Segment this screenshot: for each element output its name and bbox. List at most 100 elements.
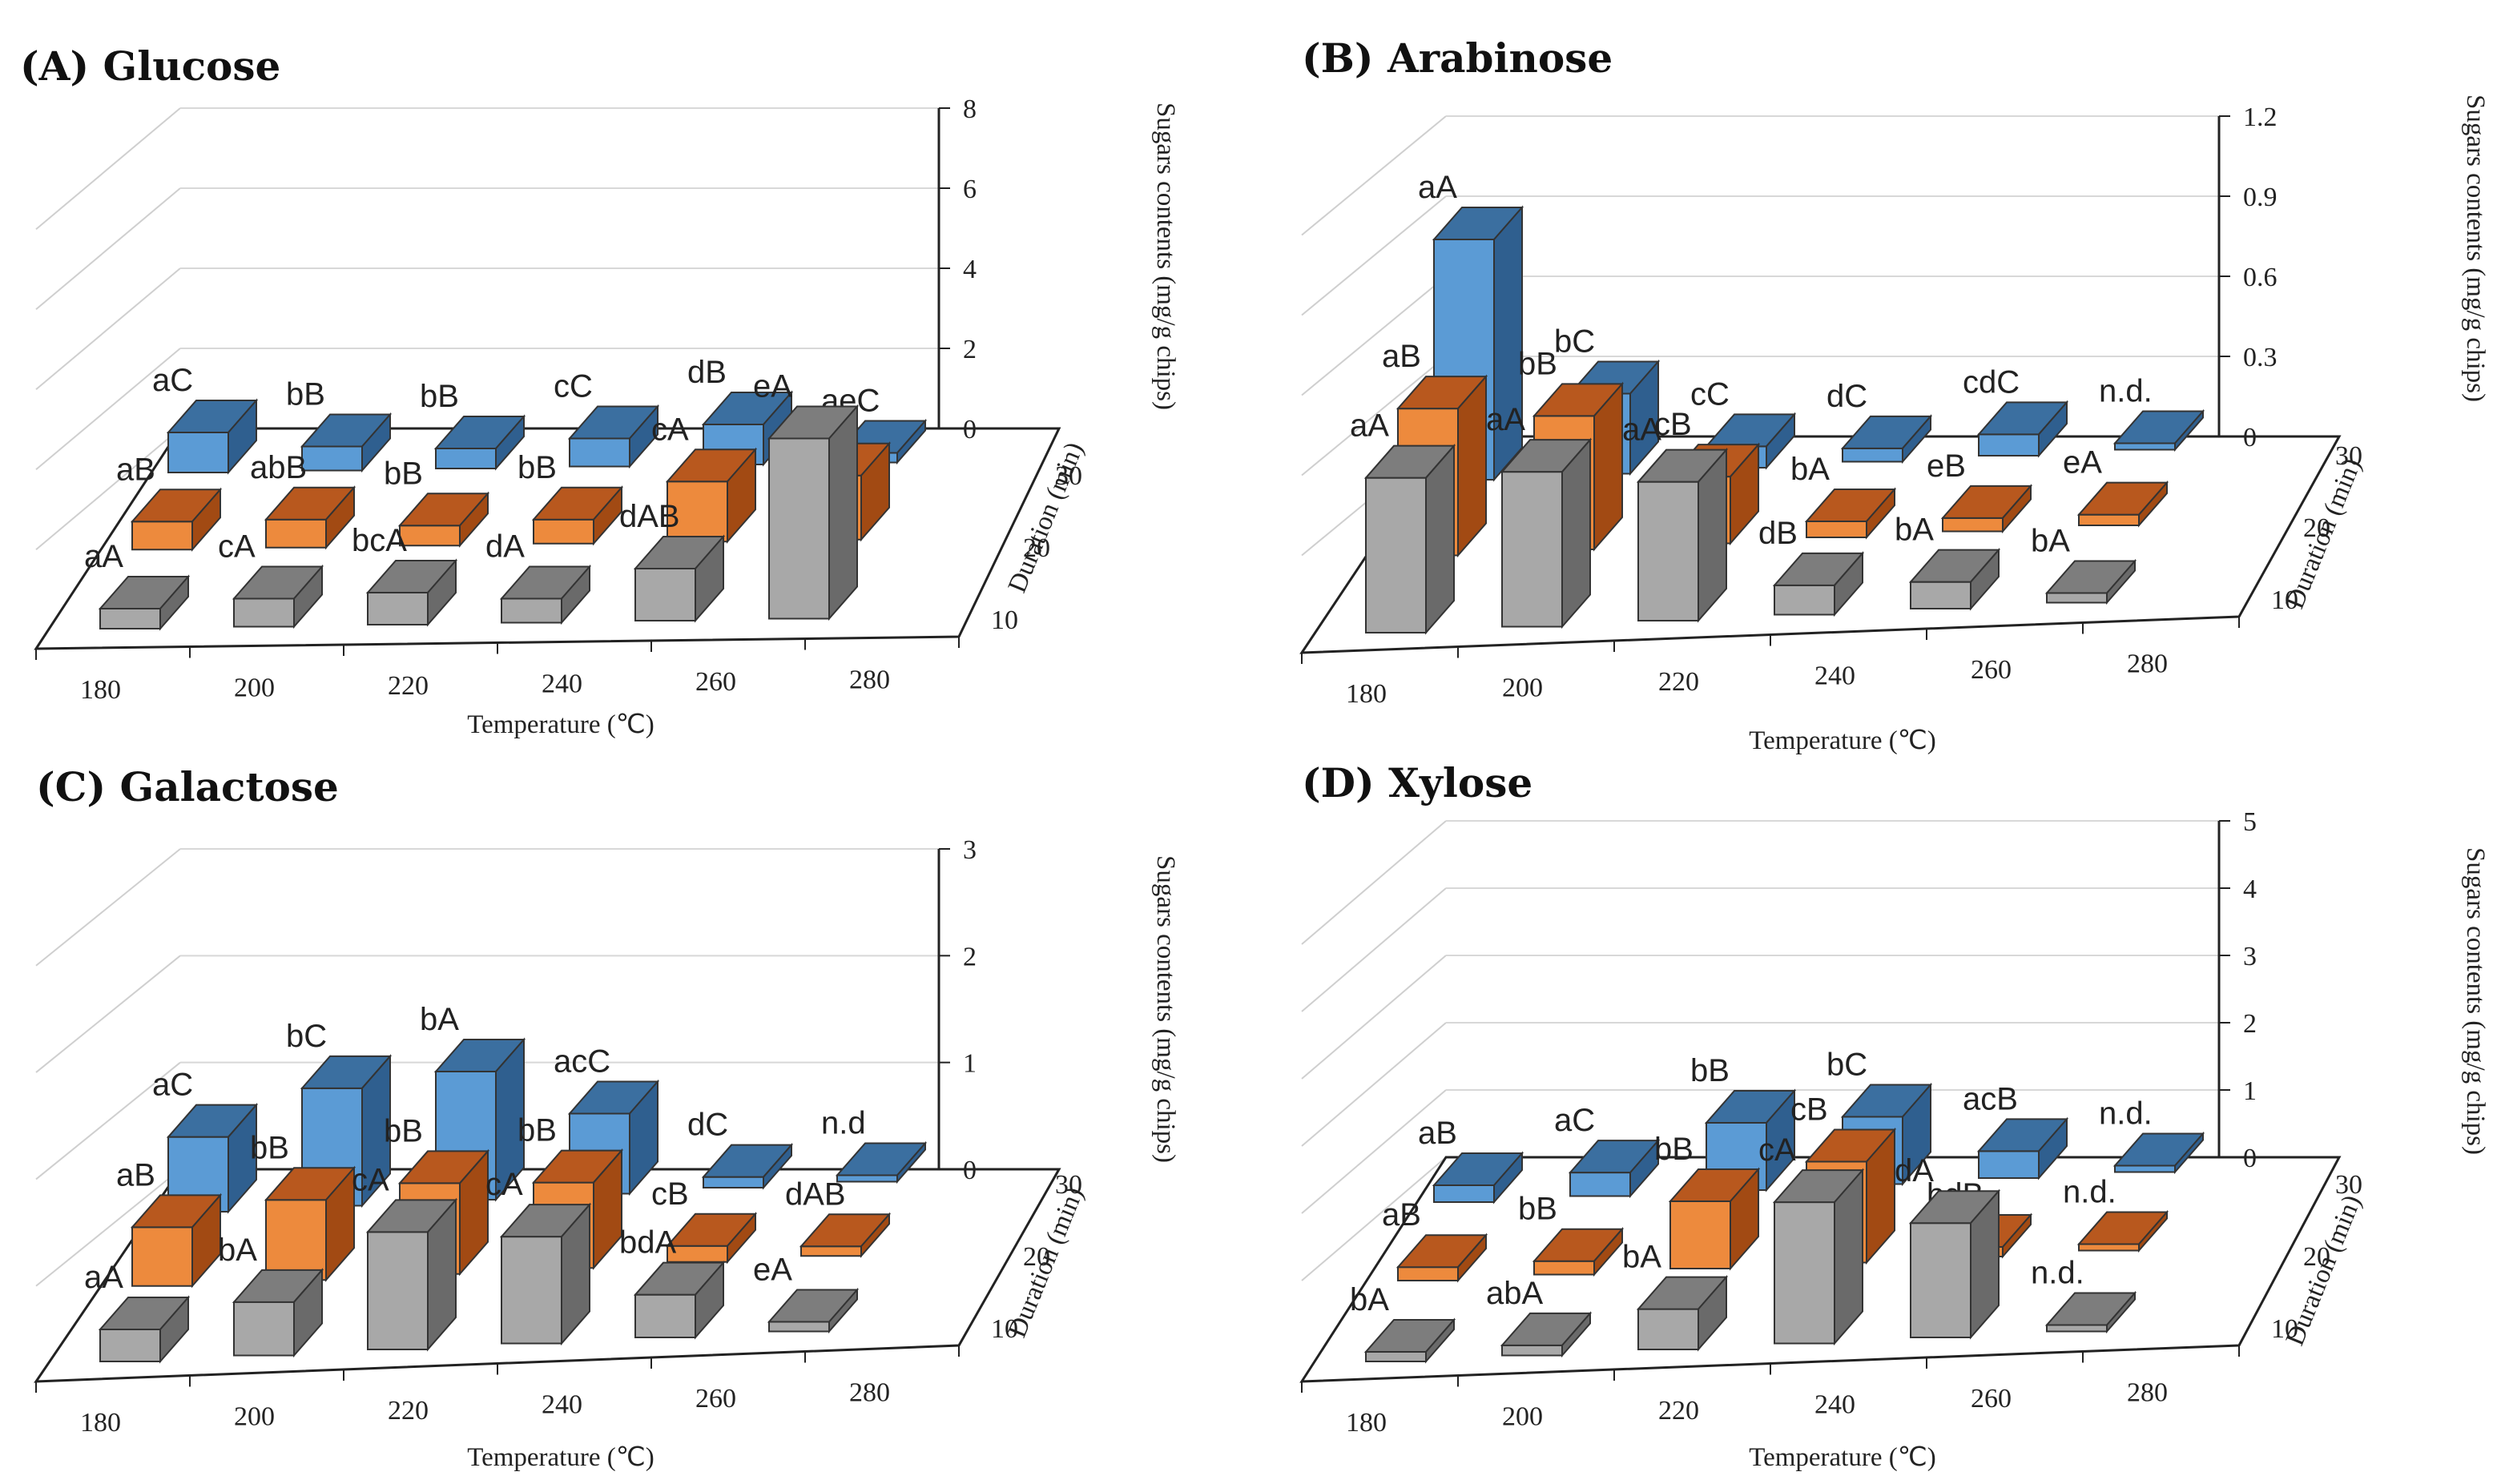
x-tick-label: 180 [1346,679,1387,709]
bar-front [533,518,594,545]
grid-wall-line [35,848,181,967]
duration-tick-label: 10 [2271,585,2298,615]
bar-label: aB [116,1157,155,1192]
bar-side [1493,1151,1523,1204]
grid-wall-line [1301,887,1447,1012]
bar [2044,1290,2137,1334]
x-tick-label: 220 [388,671,429,701]
duration-tick-label: 30 [1055,461,1082,491]
y-tick-label: 2 [963,942,977,971]
bar-label: aC [1554,1103,1595,1138]
bar-front [1842,447,1903,463]
bar [633,534,726,623]
bar-side [459,491,489,548]
bar-front [1910,581,1971,610]
bar-label: bB [384,1113,423,1148]
bar [567,404,660,469]
bar-label: cA [352,1162,389,1197]
bar-side [1834,551,1863,617]
bar-label: eA [753,1253,792,1288]
bar-label: bB [250,1130,289,1165]
bar-label: abB [250,450,307,485]
x-tick-label: 200 [234,674,275,703]
bar-label: aB [1418,1116,1457,1151]
bar-front [2078,1243,2140,1252]
grid-wall-line [1301,275,1447,396]
y-axis-label: Sugars contents (mg/g chips) [2461,847,2490,1155]
bar [633,1261,726,1340]
bar [397,491,490,548]
chart-title: (C) Galactose [36,763,339,810]
bar-label: dA [485,529,525,565]
bar-side [1629,1138,1659,1199]
z-axis-label: Duration (min) [1003,1183,1089,1341]
bar [130,487,223,552]
bar-side [1493,205,1523,482]
bar-side [727,1212,756,1265]
bar-label: bB [1518,1192,1557,1227]
bar-label: aA [84,539,123,574]
x-tick-label: 200 [1502,674,1543,703]
bar [1908,1188,2001,1340]
duration-tick-label: 30 [2335,441,2362,471]
chart-title: (B) Arabinose [1302,34,1613,82]
bar-front [2046,1324,2108,1333]
bar-front [1637,1308,1699,1350]
bar-side [1902,414,1931,465]
y-tick-label: 1 [2243,1076,2257,1106]
bar [1908,548,2001,611]
duration-tick-label: 30 [1055,1170,1082,1200]
bar-label: dB [1758,516,1798,551]
bar [2044,558,2137,605]
bar-front [131,521,193,551]
bar-side [495,414,525,471]
bar [264,485,356,550]
bar-side [763,1143,792,1190]
duration-tick-label: 20 [1023,1242,1050,1272]
bar-side [2002,1213,2032,1259]
bar [2112,1131,2205,1175]
bar-label: eA [2063,445,2102,481]
bar [665,447,758,544]
x-tick-label: 220 [1658,667,1699,697]
bar-front [1774,584,1835,616]
bar-front [167,432,229,473]
bar-side [1970,548,2000,611]
grid-wall-line [1301,1089,1447,1214]
x-axis-label: Temperature (℃) [1749,1443,1936,1472]
bar-label: aA [1350,408,1389,444]
bar-front [1637,481,1699,622]
chart-title: (D) Xylose [1302,759,1532,806]
bar [499,564,592,625]
bar-label: dAB [619,499,680,534]
bar [1804,487,1897,540]
bar-side [2138,481,2168,528]
bar [767,1287,860,1334]
bar-side [293,1268,323,1358]
bar-side [361,1054,391,1209]
bar-side [593,1148,622,1270]
bar-label: cB [651,1176,689,1212]
grid-wall-line [1301,820,1447,945]
bar-side [1766,1088,1795,1192]
bar-side [2106,558,2136,605]
bar-side [1425,444,1455,635]
bar [1976,1116,2069,1180]
grid-wall-line [1301,356,1447,477]
y-tick-label: 5 [2243,807,2257,837]
bar [701,1143,794,1190]
bar-label: aC [152,363,193,398]
bar-front [1910,1222,1971,1338]
grid-wall-line [1301,115,1447,236]
bar-side [191,1192,221,1289]
bar-label: bB [420,379,459,414]
bar-front [501,597,562,624]
bar-side [561,564,590,625]
bar [166,398,259,475]
bar [1668,1167,1761,1271]
bar-front [836,1174,898,1183]
y-tick-label: 1 [963,1049,977,1079]
bar-front [1942,517,2004,533]
bar [1704,1088,1797,1192]
bar-front [2114,1164,2176,1173]
